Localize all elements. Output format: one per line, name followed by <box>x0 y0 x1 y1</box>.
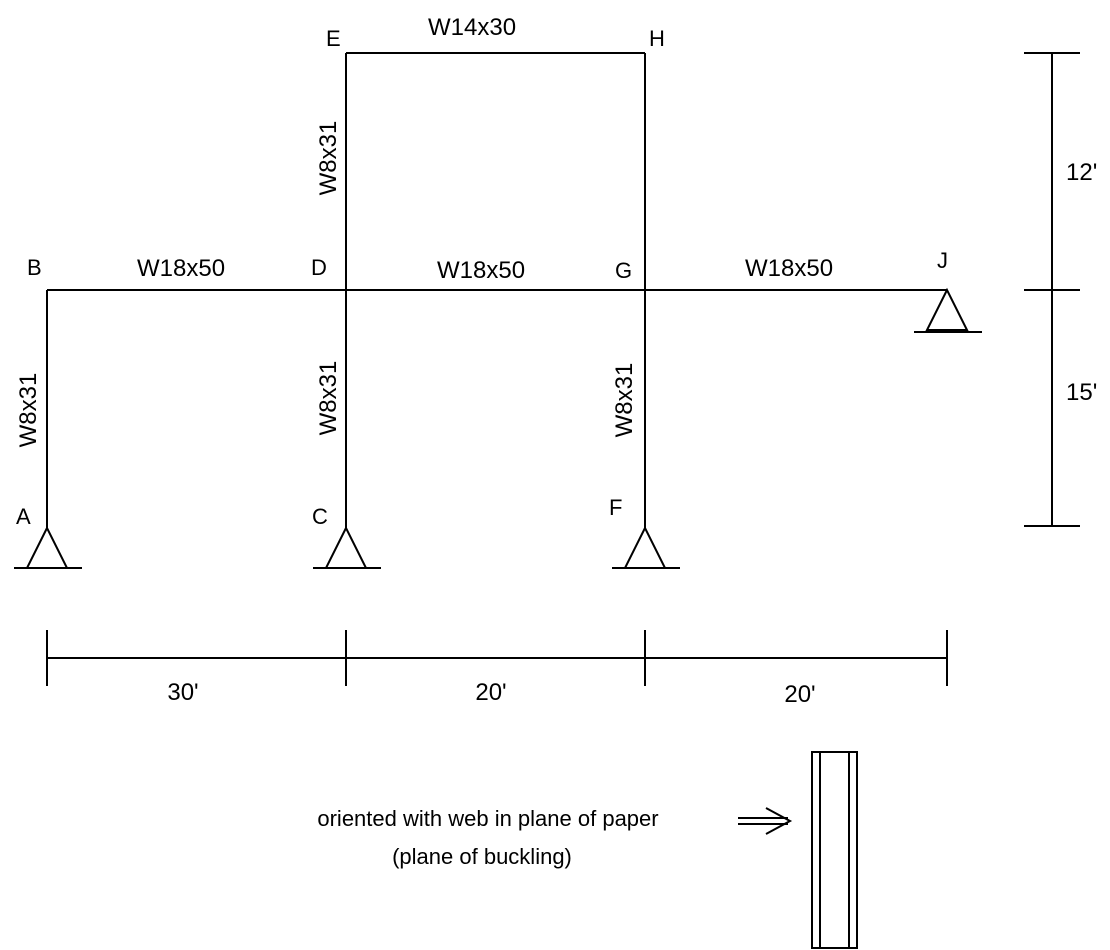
label-member-ab: W8x31 <box>15 373 42 448</box>
node-c: C <box>312 504 328 529</box>
label-member-bd: W18x50 <box>137 255 225 282</box>
dimension-height-upper: 12' <box>1066 159 1097 186</box>
member-labels: W14x30 W18x50 W18x50 W18x50 W8x31 W8x31 … <box>15 14 833 447</box>
node-a: A <box>16 504 31 529</box>
note-line-1: oriented with web in plane of paper <box>317 806 658 831</box>
node-b: B <box>27 255 42 280</box>
label-member-cd: W8x31 <box>315 361 342 436</box>
support-j <box>914 287 982 333</box>
note-line-2: (plane of buckling) <box>392 844 572 869</box>
vertical-dimension: 12' 15' <box>1024 52 1097 527</box>
node-h: H <box>649 26 665 51</box>
section-symbol-icon <box>811 751 858 949</box>
support-f <box>612 525 680 569</box>
node-f: F <box>609 495 622 520</box>
support-a <box>14 525 82 569</box>
frame-members <box>46 52 947 528</box>
label-member-de: W8x31 <box>315 121 342 196</box>
dimension-span-3: 20' <box>784 681 815 708</box>
node-j: J <box>937 248 948 273</box>
horizontal-dimension: 30' 20' 20' <box>46 630 948 708</box>
node-labels: A B C D E F G H J <box>16 26 948 529</box>
label-member-fg: W8x31 <box>611 363 638 438</box>
support-c <box>313 525 381 569</box>
label-member-gj: W18x50 <box>745 255 833 282</box>
dimension-span-2: 20' <box>475 679 506 706</box>
orientation-note: oriented with web in plane of paper (pla… <box>317 806 793 869</box>
node-g: G <box>615 258 632 283</box>
dimension-span-1: 30' <box>167 679 198 706</box>
note-arrow-icon <box>738 807 793 835</box>
label-member-dg: W18x50 <box>437 257 525 284</box>
dimension-height-lower: 15' <box>1066 379 1097 406</box>
label-member-eh: W14x30 <box>428 14 516 41</box>
node-e: E <box>326 26 341 51</box>
node-d: D <box>311 255 327 280</box>
